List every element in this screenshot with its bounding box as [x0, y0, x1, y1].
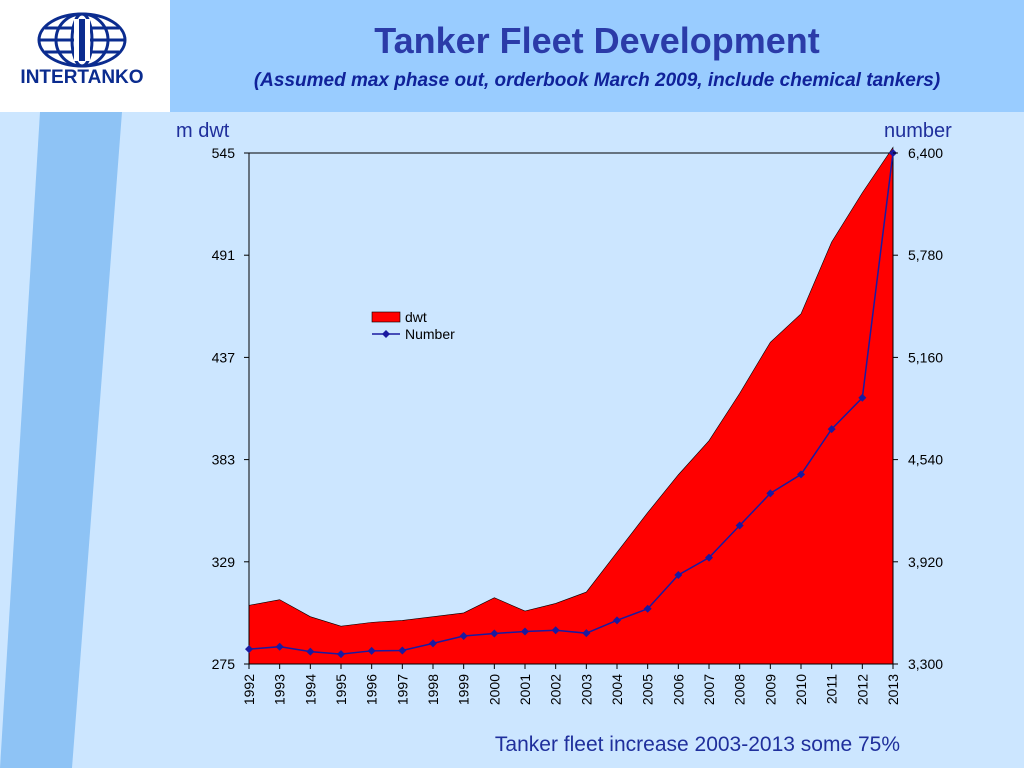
number-point	[521, 627, 529, 636]
x-tick-label: 2001	[517, 674, 533, 705]
number-point	[429, 639, 437, 648]
number-point	[858, 393, 867, 402]
decorative-stripe	[0, 112, 122, 768]
number-point	[367, 646, 376, 655]
number-point	[613, 616, 621, 625]
x-tick-label: 2002	[548, 674, 564, 705]
number-point	[459, 631, 468, 640]
globe-icon	[37, 12, 127, 68]
x-tick-label: 2011	[824, 674, 840, 704]
page-title: Tanker Fleet Development	[374, 20, 820, 61]
number-point	[766, 489, 775, 498]
logo-text: INTERTANKO	[20, 67, 144, 88]
right-tick-label: 4,540	[908, 452, 943, 468]
x-tick-label: 2012	[854, 674, 870, 705]
x-tick-label: 2008	[732, 674, 748, 705]
x-tick-label: 1996	[364, 674, 380, 705]
x-tick-label: 2007	[701, 674, 717, 705]
number-point	[582, 629, 591, 638]
x-tick-label: 2000	[486, 674, 502, 705]
number-point	[306, 647, 315, 656]
header-band	[170, 0, 1024, 112]
x-tick-label: 2009	[762, 674, 778, 705]
x-tick-label: 2004	[609, 674, 625, 705]
legend-label-number: Number	[405, 326, 455, 342]
x-tick-label: 1997	[394, 674, 410, 705]
x-tick-label: 1995	[333, 674, 349, 705]
number-point	[490, 629, 499, 638]
dwt-area	[248, 146, 894, 665]
legend-marker-number	[382, 330, 390, 338]
number-point	[705, 553, 713, 562]
number-line	[248, 152, 894, 655]
x-tick-label: 1994	[302, 674, 318, 705]
left-tick-label: 545	[212, 145, 236, 161]
x-tick-label: 1993	[272, 674, 288, 705]
number-point	[643, 604, 652, 613]
legend-swatch-dwt	[371, 311, 401, 323]
x-tick-label: 2005	[640, 674, 656, 705]
right-tick-label: 3,300	[908, 656, 943, 672]
number-point	[674, 570, 683, 579]
right-tick-label: 6,400	[908, 145, 943, 161]
stripe-shape	[0, 112, 122, 768]
number-point	[735, 521, 744, 530]
number-point	[551, 626, 560, 635]
left-tick-label: 491	[212, 247, 236, 263]
left-tick-label: 437	[212, 349, 236, 365]
x-tick-label: 2006	[670, 674, 686, 705]
right-axis-unit: number	[884, 120, 952, 142]
number-point	[245, 645, 253, 654]
x-tick-label: 1998	[425, 674, 441, 705]
right-tick-label: 3,920	[908, 554, 943, 570]
number-point	[797, 470, 805, 479]
right-tick-label: 5,160	[908, 349, 943, 365]
x-tick-label: 1992	[241, 674, 257, 705]
number-point	[827, 425, 836, 434]
left-tick-label: 329	[212, 554, 236, 570]
x-tick-label: 2010	[793, 674, 809, 705]
left-tick-label: 383	[212, 452, 236, 468]
footnote: Tanker fleet increase 2003-2013 some 75%	[494, 733, 900, 756]
left-tick-label: 275	[212, 656, 236, 672]
x-tick-label: 2003	[578, 674, 594, 705]
number-point	[275, 642, 284, 651]
plot-frame	[248, 152, 894, 665]
left-axis-unit: m dwt	[176, 120, 230, 142]
x-tick-label: 2013	[885, 674, 901, 705]
legend-label-dwt: dwt	[405, 309, 427, 325]
x-tick-label: 1999	[456, 674, 472, 705]
number-point	[337, 650, 345, 659]
number-point	[398, 646, 407, 655]
page-subtitle: (Assumed max phase out, orderbook March …	[253, 70, 941, 91]
right-tick-label: 5,780	[908, 247, 943, 263]
